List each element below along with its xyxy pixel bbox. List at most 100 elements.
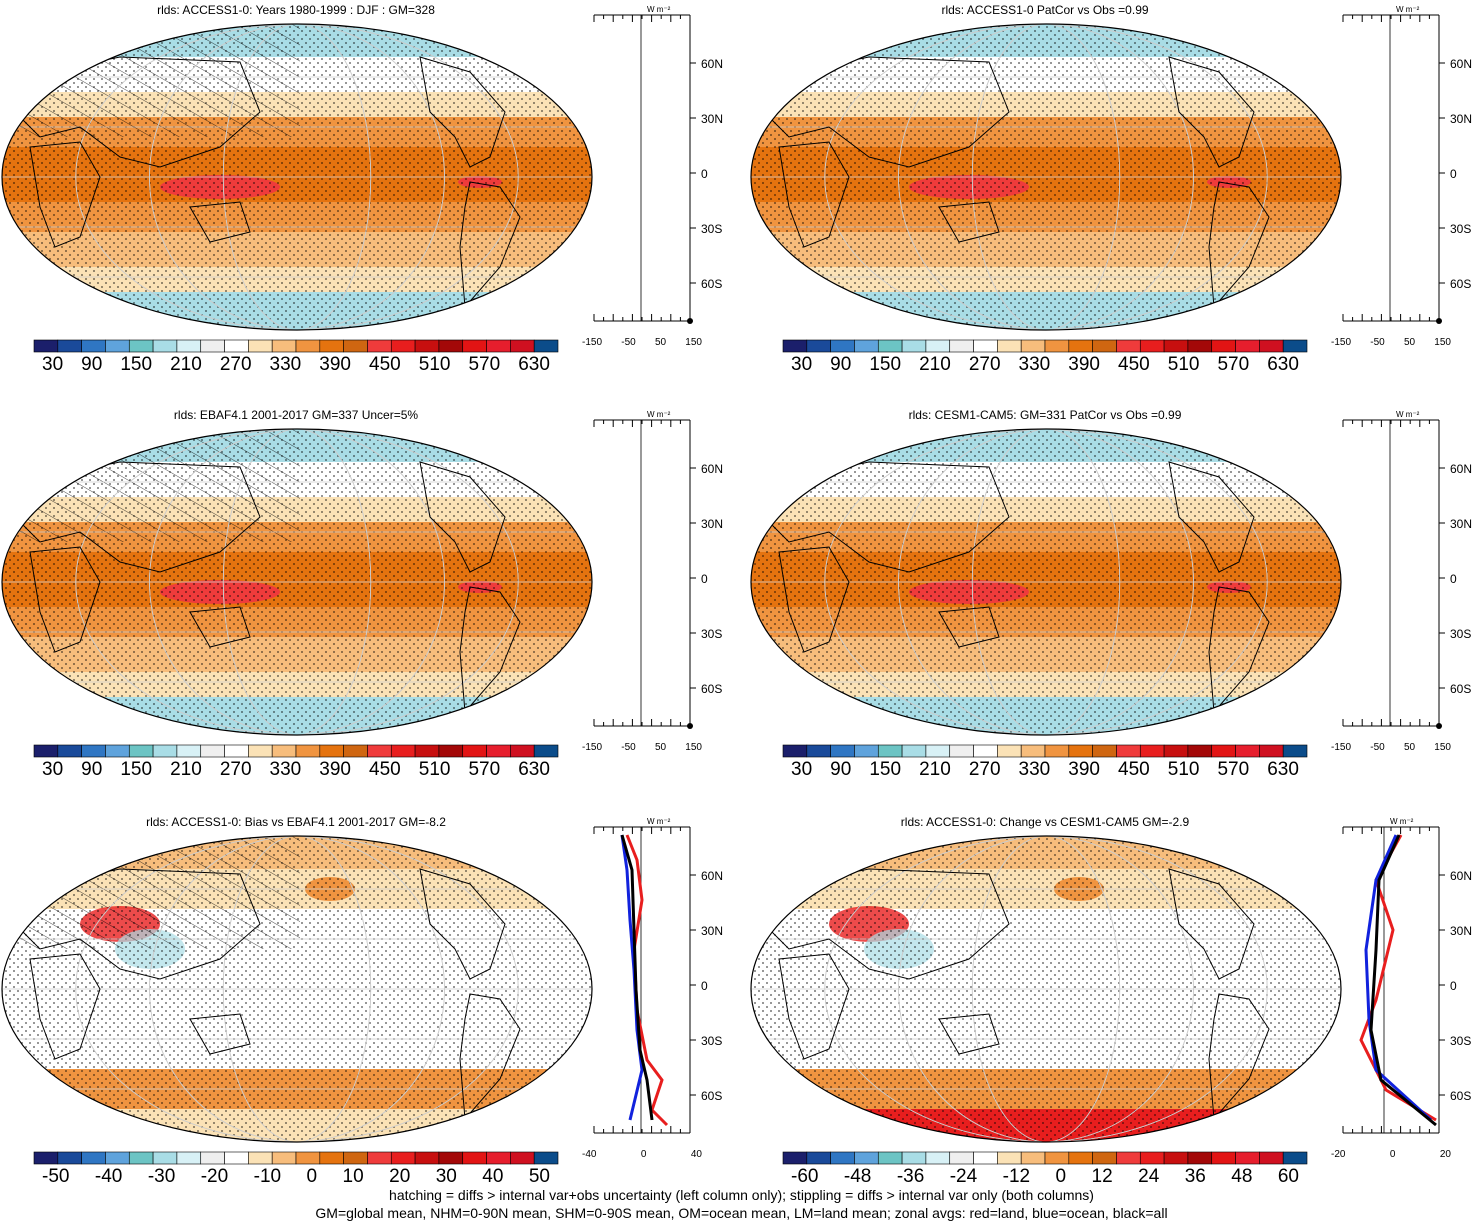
colorbar-label: -50 xyxy=(42,1166,70,1187)
latitude-label: 30N xyxy=(701,517,723,531)
colorbar-label: 450 xyxy=(1118,759,1150,780)
world-map xyxy=(750,428,1342,736)
colorbar-label: -48 xyxy=(843,1166,872,1187)
panel-title: rlds: ACCESS1-0: Years 1980-1999 : DJF :… xyxy=(157,3,435,17)
colorbar-label: 90 xyxy=(81,354,103,375)
zonal-mean-plot: W m⁻² 60N 30N 0 30S 60S xyxy=(593,410,723,729)
colorbar-label: -10 xyxy=(253,1166,282,1187)
latitude-label: 30S xyxy=(1450,627,1471,641)
colorbar-label: -20 xyxy=(200,1166,229,1187)
colorbar-label: 450 xyxy=(369,759,401,780)
latitude-label: 60S xyxy=(701,277,722,291)
unit-label: W m⁻² xyxy=(647,817,671,826)
colorbar-label: 570 xyxy=(1217,759,1250,780)
colorbar-label: 210 xyxy=(170,354,202,375)
latitude-label: 30N xyxy=(1450,924,1472,938)
colorbar-labels: 30 90 150 210 270 330 390 450 510 570 630 xyxy=(791,354,1299,376)
latitude-label: 0 xyxy=(1450,572,1457,586)
colorbar-labels: 30 90 150 210 270 330 390 450 510 570 630 xyxy=(42,759,550,781)
colorbar-label: 150 xyxy=(120,759,153,780)
zonal-tick-label: 150 xyxy=(685,337,702,348)
colorbar-label: 330 xyxy=(1018,759,1051,780)
latitude-label: 30S xyxy=(701,627,722,641)
colorbar-label: 90 xyxy=(81,759,103,780)
colorbar-label: 30 xyxy=(42,759,64,780)
latitude-label: 60S xyxy=(1450,682,1471,696)
zonal-tick-label: 50 xyxy=(1403,337,1416,348)
colorbar-label: 270 xyxy=(219,759,252,780)
colorbar-labels: -50 -40 -30 -20 -10 0 10 20 30 40 50 xyxy=(42,1166,550,1188)
zonal-tick-label: 0 xyxy=(640,1149,647,1160)
colorbar-label: 510 xyxy=(418,759,451,780)
colorbar-label: 0 xyxy=(1055,1166,1067,1187)
colorbar-label: 630 xyxy=(1267,354,1299,375)
colorbar-label: 270 xyxy=(219,354,252,375)
panel-title: rlds: ACCESS1-0 PatCor vs Obs =0.99 xyxy=(941,3,1149,17)
colorbar-label: 510 xyxy=(418,354,451,375)
latitude-label: 30N xyxy=(1450,517,1472,531)
colorbar xyxy=(33,339,559,353)
colorbar-label: 210 xyxy=(170,759,202,780)
colorbar-label: 30 xyxy=(42,354,64,375)
latitude-label: 60N xyxy=(701,869,723,883)
colorbar xyxy=(782,339,1308,353)
colorbar-labels: 30 90 150 210 270 330 390 450 510 570 630 xyxy=(791,759,1299,781)
zonal-tick-label: 40 xyxy=(690,1149,702,1160)
latitude-label: 0 xyxy=(701,167,708,181)
zonal-tick-label: 150 xyxy=(1434,337,1451,348)
colorbar xyxy=(33,1151,559,1165)
footer-hatching-note: hatching = diffs > internal var+obs unce… xyxy=(389,1187,1094,1203)
zonal-tick-labels: -40 0 40 xyxy=(582,1149,702,1160)
latitude-label: 60N xyxy=(701,57,723,71)
zonal-tick-label: -50 xyxy=(1370,337,1385,348)
colorbar-label: 50 xyxy=(528,1166,550,1187)
zonal-tick-labels: -20 0 20 xyxy=(1331,1149,1451,1160)
zonal-tick-label: -150 xyxy=(1331,337,1352,348)
panel-title: rlds: ACCESS1-0: Change vs CESM1-CAM5 GM… xyxy=(900,815,1190,829)
colorbar-label: 30 xyxy=(791,354,813,375)
colorbar-label: 150 xyxy=(869,354,902,375)
latitude-label: 60N xyxy=(701,462,723,476)
colorbar-label: 570 xyxy=(468,759,501,780)
colorbar-label: 450 xyxy=(1118,354,1150,375)
colorbar-label: 510 xyxy=(1167,354,1200,375)
unit-label: W m⁻² xyxy=(647,5,671,14)
colorbar-label: 570 xyxy=(1217,354,1250,375)
zonal-tick-label: 50 xyxy=(654,742,667,753)
latitude-label: 60N xyxy=(1450,462,1472,476)
world-map xyxy=(750,835,1342,1143)
colorbar-label: 10 xyxy=(342,1166,364,1187)
colorbar-label: 210 xyxy=(919,759,951,780)
colorbar-label: 20 xyxy=(389,1166,411,1187)
colorbar-label: -12 xyxy=(1002,1166,1031,1187)
zonal-tick-label: 0 xyxy=(1389,1149,1396,1160)
panel-title: rlds: CESM1-CAM5: GM=331 PatCor vs Obs =… xyxy=(908,408,1182,422)
colorbar-label: -30 xyxy=(147,1166,176,1187)
colorbar-label: 630 xyxy=(518,354,550,375)
latitude-label: 30S xyxy=(1450,1034,1471,1048)
zonal-tick-label: 50 xyxy=(654,337,667,348)
zonal-tick-label: -150 xyxy=(582,742,603,753)
zonal-tick-label: -50 xyxy=(621,742,636,753)
latitude-label: 30S xyxy=(701,222,722,236)
colorbar-label: -40 xyxy=(94,1166,123,1187)
zonal-mean-plot: W m⁻² 60N 30N 0 30S 60S xyxy=(1342,410,1472,729)
latitude-label: 30S xyxy=(701,1034,722,1048)
colorbar-label: 390 xyxy=(319,354,351,375)
colorbar-label: 270 xyxy=(968,759,1001,780)
colorbar-label: 570 xyxy=(468,354,501,375)
colorbar-label: -60 xyxy=(791,1166,819,1187)
latitude-label: 60S xyxy=(1450,1089,1471,1103)
zonal-tick-label: -20 xyxy=(1331,1149,1346,1160)
zonal-mean-plot: W m⁻² 60N 30N 0 30S 60S xyxy=(593,5,723,324)
latitude-label: 30N xyxy=(1450,112,1472,126)
colorbar xyxy=(33,744,559,758)
latitude-label: 60S xyxy=(701,682,722,696)
zonal-mean-plot: W m⁻² 60N 30N 0 30S 60S xyxy=(1342,5,1472,324)
zonal-tick-label: -50 xyxy=(1370,742,1385,753)
colorbar-label: 630 xyxy=(518,759,550,780)
colorbar-label: 90 xyxy=(830,759,852,780)
colorbar-label: 30 xyxy=(791,759,813,780)
latitude-label: 60N xyxy=(1450,869,1472,883)
unit-label: W m⁻² xyxy=(1396,410,1420,419)
